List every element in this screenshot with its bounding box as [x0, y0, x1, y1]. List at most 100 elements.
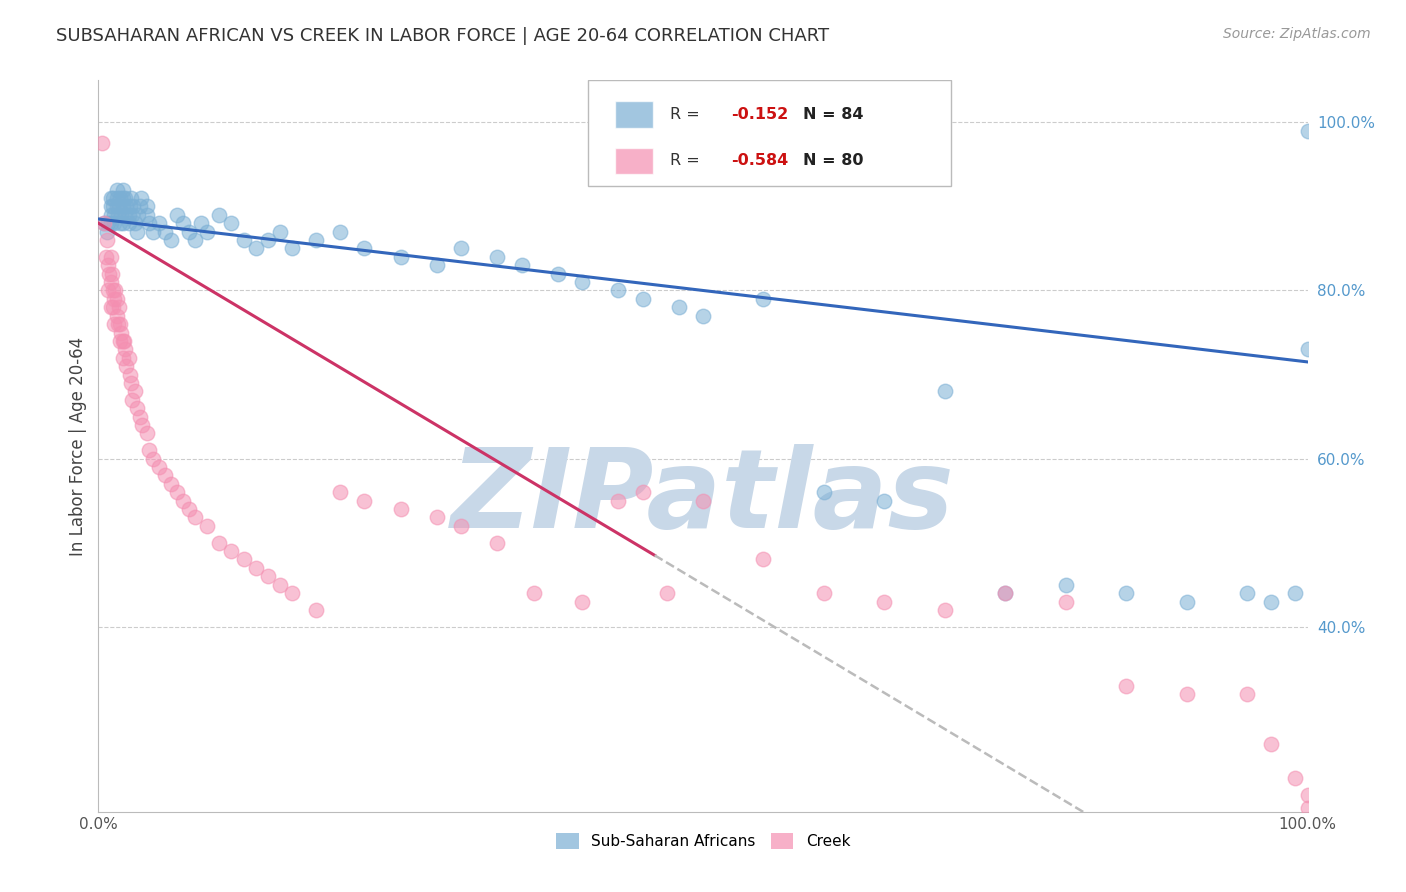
Point: [166, 485, 188, 500]
Point: [110, 208, 132, 222]
Point: [426, 510, 449, 524]
Point: [607, 493, 630, 508]
Point: [103, 292, 125, 306]
Point: [121, 208, 143, 222]
Point: [118, 216, 141, 230]
Point: [107, 208, 129, 222]
Point: [221, 216, 243, 230]
Point: [131, 417, 153, 432]
Point: [105, 199, 128, 213]
Legend: Sub-Saharan Africans, Creek: Sub-Saharan Africans, Creek: [550, 827, 856, 855]
Point: [100, 208, 122, 222]
Point: [329, 485, 352, 500]
Point: [100, 300, 122, 314]
Point: [269, 225, 291, 239]
Point: [121, 392, 143, 407]
Point: [142, 225, 165, 239]
Point: [1054, 594, 1077, 608]
Point: [101, 300, 124, 314]
Point: [1260, 594, 1282, 608]
Point: [101, 199, 124, 213]
Point: [752, 552, 775, 566]
Point: [668, 300, 690, 314]
Point: [184, 233, 207, 247]
Point: [97, 258, 120, 272]
Point: [1175, 687, 1198, 701]
Point: [607, 284, 630, 298]
Point: [281, 242, 304, 256]
Point: [111, 216, 134, 230]
Point: [1284, 771, 1306, 785]
FancyBboxPatch shape: [614, 102, 654, 128]
Point: [232, 233, 254, 247]
Point: [655, 586, 678, 600]
FancyBboxPatch shape: [588, 80, 950, 186]
Point: [389, 502, 412, 516]
Point: [1296, 343, 1319, 357]
Point: [486, 535, 509, 549]
Point: [135, 208, 157, 222]
Point: [1284, 586, 1306, 600]
Point: [195, 519, 218, 533]
Point: [114, 343, 136, 357]
Point: [118, 368, 141, 382]
Point: [103, 317, 125, 331]
Point: [118, 199, 141, 213]
Text: SUBSAHARAN AFRICAN VS CREEK IN LABOR FORCE | AGE 20-64 CORRELATION CHART: SUBSAHARAN AFRICAN VS CREEK IN LABOR FOR…: [56, 27, 830, 45]
Point: [107, 317, 129, 331]
Point: [138, 216, 160, 230]
Point: [153, 225, 176, 239]
Point: [571, 275, 593, 289]
Point: [104, 284, 127, 298]
Point: [208, 535, 231, 549]
Point: [353, 493, 375, 508]
Point: [160, 233, 183, 247]
Point: [111, 351, 134, 365]
Point: [426, 258, 449, 272]
Point: [135, 426, 157, 441]
Point: [153, 468, 176, 483]
Point: [353, 242, 375, 256]
Point: [692, 493, 714, 508]
Point: [1296, 788, 1319, 802]
Point: [934, 384, 956, 399]
Point: [510, 258, 533, 272]
Point: [547, 267, 569, 281]
Point: [160, 476, 183, 491]
FancyBboxPatch shape: [614, 147, 654, 174]
Point: [305, 233, 328, 247]
Point: [93, 216, 115, 230]
Point: [100, 275, 122, 289]
Point: [111, 191, 134, 205]
Point: [105, 191, 128, 205]
Point: [112, 334, 135, 348]
Point: [105, 292, 128, 306]
Y-axis label: In Labor Force | Age 20-64: In Labor Force | Age 20-64: [69, 336, 87, 556]
Point: [115, 359, 138, 373]
Point: [108, 199, 131, 213]
Point: [148, 216, 170, 230]
Point: [103, 208, 125, 222]
Text: Source: ZipAtlas.com: Source: ZipAtlas.com: [1223, 27, 1371, 41]
Point: [111, 199, 134, 213]
Point: [994, 586, 1017, 600]
Point: [1115, 586, 1137, 600]
Point: [114, 208, 136, 222]
Point: [1236, 687, 1258, 701]
Point: [208, 208, 231, 222]
Point: [114, 191, 136, 205]
Point: [221, 544, 243, 558]
Point: [166, 208, 188, 222]
Point: [100, 267, 122, 281]
Point: [105, 183, 128, 197]
Point: [103, 216, 125, 230]
Point: [994, 586, 1017, 600]
Point: [245, 561, 267, 575]
Point: [128, 199, 150, 213]
Point: [873, 594, 896, 608]
Point: [108, 300, 131, 314]
Point: [934, 603, 956, 617]
Point: [110, 326, 132, 340]
Point: [127, 401, 149, 416]
Point: [127, 225, 149, 239]
